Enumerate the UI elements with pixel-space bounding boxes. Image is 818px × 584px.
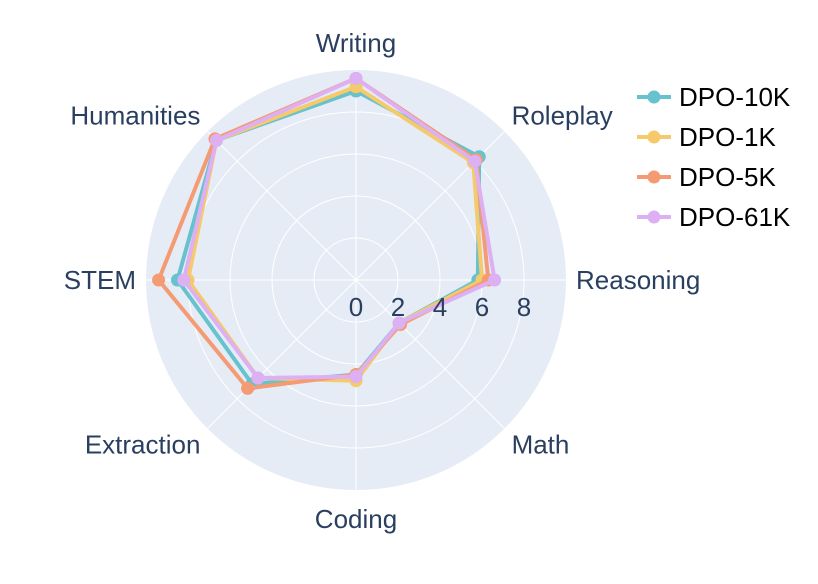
grid-spoke-math — [355, 279, 505, 429]
radial-tick-8: 8 — [517, 292, 531, 322]
axis-label-stem: STEM — [64, 265, 136, 295]
series-layer — [152, 71, 502, 395]
data-point-dpo-5k-stem — [152, 273, 166, 287]
legend-label: DPO-10K — [679, 82, 791, 112]
data-point-dpo-61k-coding — [349, 370, 363, 384]
radial-tick-4: 4 — [433, 292, 447, 322]
axis-label-extraction: Extraction — [85, 430, 201, 460]
grid-spoke-humanities — [207, 131, 357, 281]
legend-label: DPO-5K — [679, 162, 776, 192]
data-point-dpo-5k-extraction — [241, 381, 255, 395]
data-point-dpo-61k-writing — [349, 71, 363, 85]
data-point-dpo-61k-stem — [177, 273, 191, 287]
legend-swatch-marker — [647, 170, 661, 184]
axis-label-roleplay: Roleplay — [512, 100, 613, 130]
axis-label-humanities: Humanities — [70, 100, 200, 130]
series-dpo-61k — [177, 71, 502, 385]
legend-label: DPO-61K — [679, 202, 791, 232]
grid-spoke-extraction — [207, 279, 357, 429]
axis-label-writing: Writing — [316, 28, 396, 58]
data-point-dpo-61k-math — [392, 316, 406, 330]
legend-swatch-marker — [647, 130, 661, 144]
data-point-dpo-61k-humanities — [209, 133, 223, 147]
radial-tick-2: 2 — [391, 292, 405, 322]
radial-tick-0: 0 — [349, 292, 363, 322]
data-point-dpo-61k-roleplay — [468, 154, 482, 168]
legend-item-dpo-10k[interactable]: DPO-10K — [637, 82, 791, 112]
axis-label-math: Math — [512, 430, 570, 460]
data-point-dpo-61k-reasoning — [488, 273, 502, 287]
angular-axis-labels: Writing Roleplay Reasoning Math Coding Extrac… — [64, 28, 701, 534]
data-point-dpo-61k-extraction — [251, 371, 265, 385]
polar-grid — [146, 70, 566, 490]
legend-item-dpo-5k[interactable]: DPO-5K — [637, 162, 776, 192]
legend-item-dpo-1k[interactable]: DPO-1K — [637, 122, 776, 152]
legend: DPO-10K DPO-1K DPO-5K DPO-61K — [637, 82, 791, 232]
axis-label-reasoning: Reasoning — [576, 265, 700, 295]
legend-swatch-marker — [647, 90, 661, 104]
radial-tick-6: 6 — [475, 292, 489, 322]
legend-item-dpo-61k[interactable]: DPO-61K — [637, 202, 791, 232]
legend-swatch-marker — [647, 210, 661, 224]
axis-label-coding: Coding — [315, 504, 397, 534]
legend-label: DPO-1K — [679, 122, 776, 152]
